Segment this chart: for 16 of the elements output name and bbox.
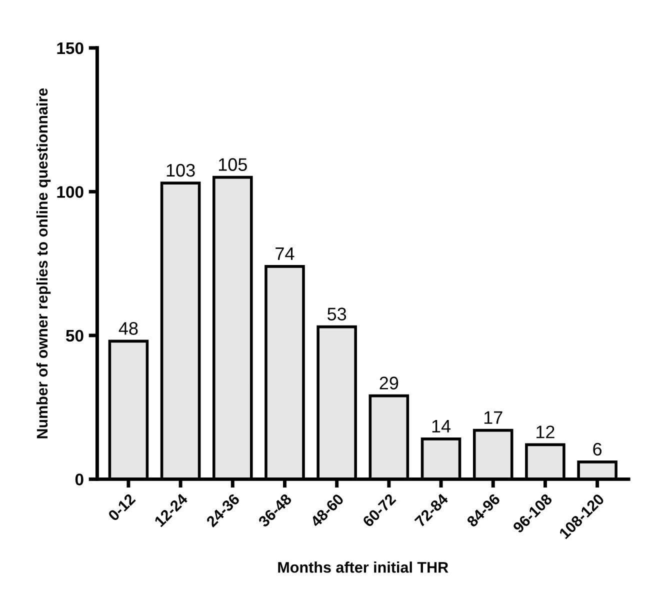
y-tick-label: 50 [66,330,84,342]
x-axis-title: Months after initial THR [278,562,448,573]
data-label: 12 [536,426,554,438]
data-label: 103 [166,164,195,177]
y-tick-label: 0 [75,474,84,486]
data-label: 48 [118,322,138,335]
data-label: 17 [484,411,502,424]
y-tick-label: 100 [57,186,84,198]
y-tick-label: 150 [57,42,84,54]
data-label: 53 [328,308,346,320]
data-label: 14 [432,420,451,432]
data-label: 29 [380,376,398,390]
y-axis-title: Number of owner replies to online questionnaire [36,88,51,438]
data-label: 74 [276,247,294,260]
data-label: 6 [593,442,602,456]
data-label: 105 [218,158,247,171]
